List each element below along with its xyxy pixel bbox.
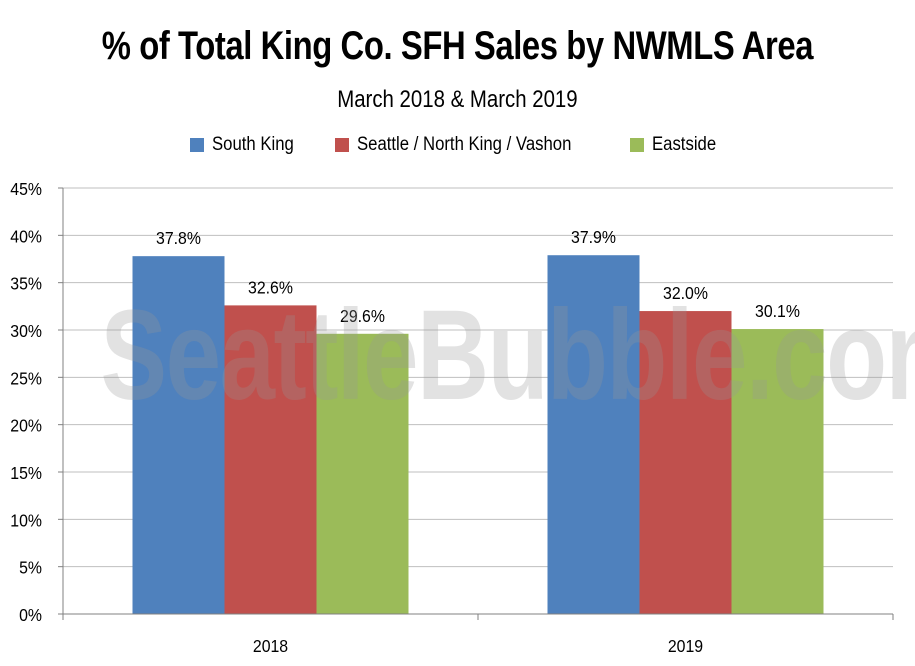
legend-label-seattle: Seattle / North King / Vashon — [356, 134, 572, 155]
y-tick-label: 30% — [10, 321, 42, 341]
legend-swatch-south-king — [189, 138, 204, 152]
data-label: 37.9% — [571, 227, 616, 247]
data-label: 32.0% — [663, 283, 708, 303]
legend-label-eastside: Eastside — [652, 134, 717, 155]
bar — [547, 255, 640, 615]
data-label: 32.6% — [248, 277, 293, 297]
legend-item-seattle: Seattle / North King / Vashon — [334, 134, 601, 156]
x-tick-label: 2018 — [253, 636, 288, 656]
bar — [316, 333, 409, 614]
chart-title: % of Total King Co. SFH Sales by NWMLS A… — [101, 24, 814, 68]
x-tick-label: 2019 — [668, 636, 703, 656]
y-tick-label: 15% — [10, 463, 42, 483]
bars — [132, 255, 824, 615]
y-tick-label: 0% — [19, 605, 42, 625]
legend-label-south-king: South King — [211, 134, 294, 155]
bar — [731, 329, 824, 614]
y-tick-label: 45% — [10, 179, 42, 199]
y-tick-label: 40% — [10, 226, 42, 246]
bar — [132, 256, 225, 614]
y-tick-label: 5% — [19, 558, 42, 578]
y-tick-label: 20% — [10, 416, 42, 436]
legend-swatch-seattle — [334, 138, 349, 152]
legend-item-eastside: Eastside — [630, 134, 725, 156]
y-tick-label: 25% — [10, 368, 42, 388]
legend: South King Seattle / North King / Vashon… — [0, 134, 915, 156]
data-label: 29.6% — [340, 306, 385, 326]
bar — [224, 305, 317, 614]
y-tick-label: 10% — [10, 510, 42, 530]
legend-swatch-eastside — [630, 138, 645, 152]
chart-subtitle: March 2018 & March 2019 — [337, 86, 578, 113]
data-label: 37.8% — [156, 228, 201, 248]
data-labels: 37.8% 32.6% 29.6% 37.9% 32.0% 30.1% — [156, 227, 800, 326]
y-tick-label: 35% — [10, 274, 42, 294]
bar — [639, 311, 732, 614]
axes: 0% 5% 10% 15% 20% 25% 30% 35% 40% 45% 2018 2019 — [10, 179, 894, 656]
data-label: 30.1% — [755, 301, 800, 321]
legend-item-south-king: South King — [189, 134, 305, 156]
